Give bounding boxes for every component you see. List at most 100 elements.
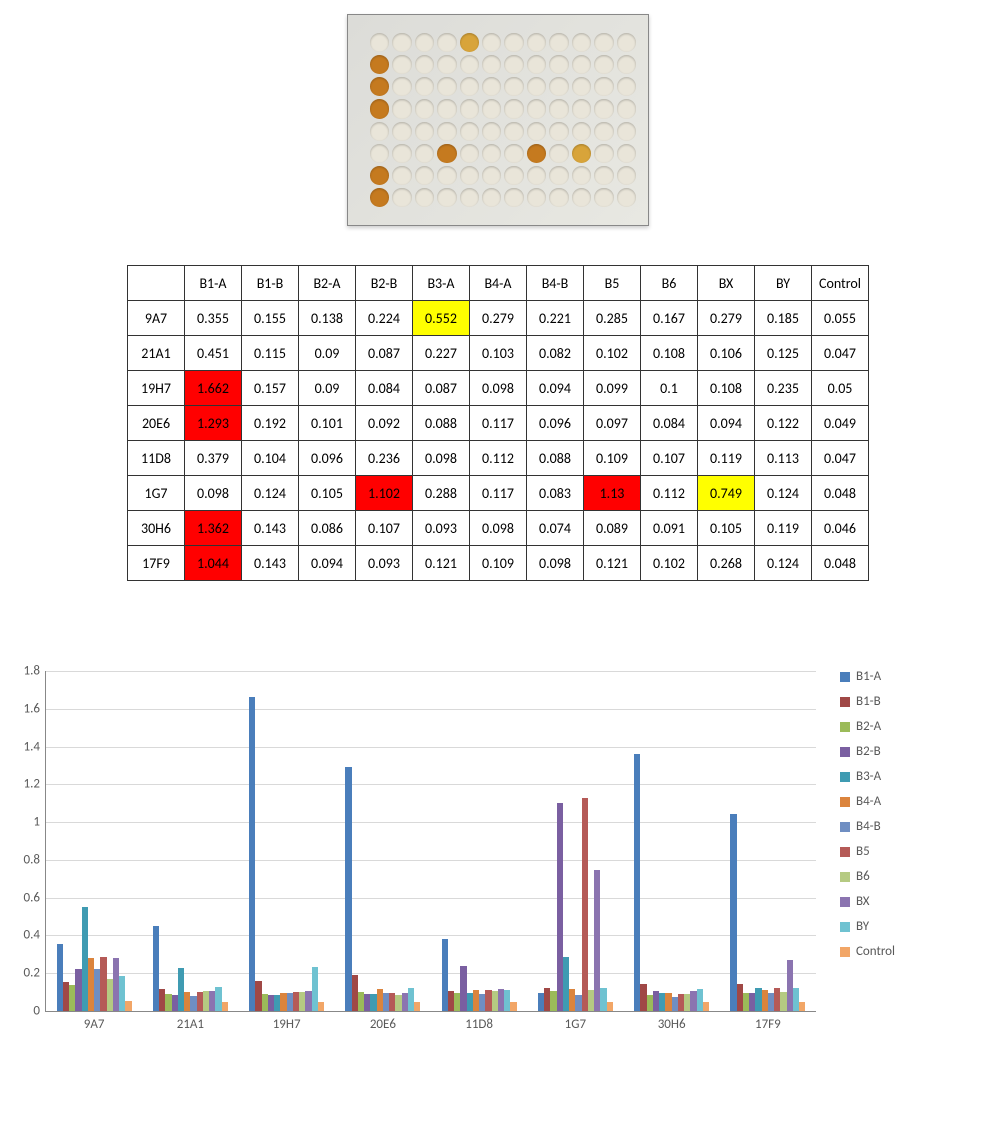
plate-well: [527, 188, 546, 207]
chart-xtick: 11D8: [465, 1011, 493, 1032]
plate-well: [527, 77, 546, 96]
chart-bar: [414, 1002, 420, 1011]
table-cell: 0.098: [185, 476, 242, 511]
table-cell: 0.084: [641, 406, 698, 441]
table-cell: 0.047: [812, 441, 869, 476]
plate-well: [549, 99, 568, 118]
table-row-header: 30H6: [128, 511, 185, 546]
table-row-header: 17F9: [128, 546, 185, 581]
table-cell: 0.093: [356, 546, 413, 581]
chart-xtick: 21A1: [177, 1011, 204, 1032]
table-col-header: B2-B: [356, 266, 413, 301]
legend-label: BX: [856, 894, 870, 909]
plate-well: [594, 122, 613, 141]
plate-well: [482, 77, 501, 96]
plate-well: [460, 144, 479, 163]
chart-xtick: 30H6: [658, 1011, 686, 1032]
legend-label: B4-A: [856, 794, 881, 809]
plate-well: [392, 77, 411, 96]
plate-well: [482, 99, 501, 118]
chart-bar-group: [538, 671, 613, 1011]
table-cell: 0.104: [242, 441, 299, 476]
plate-well: [549, 188, 568, 207]
chart-bar-group: [730, 671, 805, 1011]
table-cell: 0.093: [413, 511, 470, 546]
table-cell: 0.185: [755, 301, 812, 336]
plate-well: [549, 33, 568, 52]
plate-well: [527, 144, 546, 163]
legend-label: B1-B: [856, 694, 881, 709]
plate-well: [460, 55, 479, 74]
plate-well: [594, 33, 613, 52]
chart-bar-slot: [799, 671, 805, 1011]
plate-image: [347, 14, 649, 226]
chart-bar-group: [249, 671, 324, 1011]
plate-well: [482, 166, 501, 185]
table-cell: 0.117: [470, 406, 527, 441]
plate-well: [504, 188, 523, 207]
table-cell: 0.109: [470, 546, 527, 581]
plate-well: [437, 33, 456, 52]
table-cell: 0.121: [413, 546, 470, 581]
table-cell: 0.098: [527, 546, 584, 581]
plate-well: [392, 122, 411, 141]
plate-well: [437, 99, 456, 118]
plate-well: [437, 144, 456, 163]
chart-ytick: 1.6: [24, 701, 46, 716]
table-col-header: B4-B: [527, 266, 584, 301]
legend-item: B5: [840, 844, 895, 859]
table-cell: 1.662: [185, 371, 242, 406]
legend-item: B3-A: [840, 769, 895, 784]
chart-xtick: 17F9: [755, 1011, 781, 1032]
legend-swatch: [840, 697, 850, 707]
table-cell: 0.112: [641, 476, 698, 511]
table-cell: 0.05: [812, 371, 869, 406]
chart-ytick: 0.2: [24, 966, 46, 981]
plate-well: [392, 55, 411, 74]
plate-well: [392, 188, 411, 207]
plate-well: [504, 166, 523, 185]
plate-well: [594, 144, 613, 163]
plate-well: [370, 55, 389, 74]
table-row: 20E61.2930.1920.1010.0920.0880.1170.0960…: [128, 406, 869, 441]
table-cell: 0.102: [641, 546, 698, 581]
table-cell: 0.221: [527, 301, 584, 336]
legend-label: B4-B: [856, 819, 881, 834]
table-cell: 0.098: [413, 441, 470, 476]
legend-swatch: [840, 747, 850, 757]
legend-label: B5: [856, 844, 870, 859]
table-row: 17F91.0440.1430.0940.0930.1210.1090.0980…: [128, 546, 869, 581]
plate-well: [460, 188, 479, 207]
plate-well: [415, 144, 434, 163]
plate-well: [460, 99, 479, 118]
table-cell: 0.125: [755, 336, 812, 371]
table-col-header: B3-A: [413, 266, 470, 301]
legend-label: Control: [856, 944, 895, 959]
table-row: 21A10.4510.1150.090.0870.2270.1030.0820.…: [128, 336, 869, 371]
plate-well: [527, 166, 546, 185]
plate-well: [415, 166, 434, 185]
legend-label: BY: [856, 919, 869, 934]
plate-well: [572, 144, 591, 163]
plate-well: [617, 77, 636, 96]
table-col-header: B5: [584, 266, 641, 301]
table-cell: 0.552: [413, 301, 470, 336]
table-cell: 0.124: [755, 476, 812, 511]
plate-well: [460, 77, 479, 96]
table-col-header: Control: [812, 266, 869, 301]
plate-well: [572, 166, 591, 185]
plate-well: [617, 144, 636, 163]
table-col-header: BX: [698, 266, 755, 301]
plate-well: [437, 188, 456, 207]
table-cell: 0.105: [698, 511, 755, 546]
plate-well: [437, 122, 456, 141]
plate-well: [504, 77, 523, 96]
table-cell: 0.224: [356, 301, 413, 336]
table-row: 1G70.0980.1240.1051.1020.2880.1170.0831.…: [128, 476, 869, 511]
plate-well: [594, 77, 613, 96]
plate-well: [437, 55, 456, 74]
table-cell: 0.108: [698, 371, 755, 406]
table-cell: 0.157: [242, 371, 299, 406]
legend-swatch: [840, 797, 850, 807]
plate-well: [482, 188, 501, 207]
